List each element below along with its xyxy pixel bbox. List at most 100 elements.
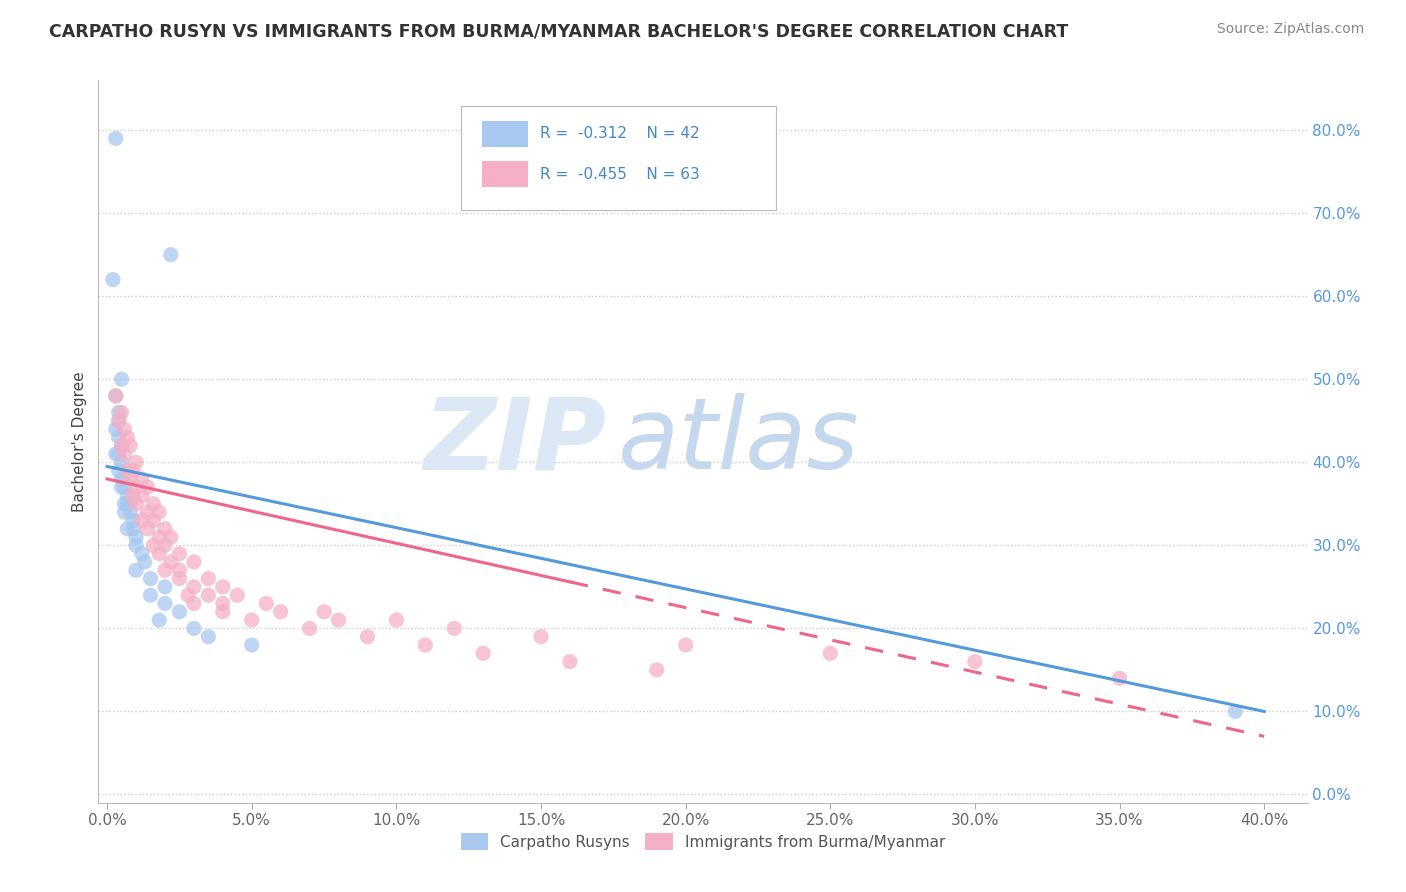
- Point: [148, 547, 170, 561]
- Point: [139, 572, 162, 586]
- Point: [142, 497, 165, 511]
- Point: [110, 405, 132, 419]
- Point: [104, 447, 127, 461]
- Point: [148, 505, 170, 519]
- Point: [114, 422, 136, 436]
- Point: [114, 480, 136, 494]
- Point: [139, 588, 162, 602]
- Point: [110, 372, 132, 386]
- Point: [104, 389, 127, 403]
- FancyBboxPatch shape: [461, 105, 776, 211]
- Point: [197, 588, 219, 602]
- Point: [153, 597, 176, 611]
- Point: [169, 572, 191, 586]
- Point: [558, 655, 581, 669]
- Point: [120, 439, 142, 453]
- Point: [270, 605, 292, 619]
- Point: [153, 563, 176, 577]
- Point: [183, 555, 205, 569]
- Point: [131, 547, 153, 561]
- Point: [226, 588, 249, 602]
- Point: [169, 563, 191, 577]
- Point: [169, 605, 191, 619]
- Point: [240, 638, 263, 652]
- Point: [169, 547, 191, 561]
- Point: [131, 472, 153, 486]
- Point: [117, 497, 139, 511]
- Point: [117, 430, 139, 444]
- Point: [114, 497, 136, 511]
- Point: [125, 563, 148, 577]
- Point: [530, 630, 553, 644]
- Point: [114, 472, 136, 486]
- Point: [131, 513, 153, 527]
- Text: ZIP: ZIP: [423, 393, 606, 490]
- Point: [675, 638, 697, 652]
- Point: [142, 538, 165, 552]
- Point: [110, 439, 132, 453]
- Point: [122, 464, 145, 478]
- Point: [820, 646, 842, 660]
- Point: [107, 405, 129, 419]
- Point: [125, 480, 148, 494]
- Point: [122, 513, 145, 527]
- Point: [120, 505, 142, 519]
- Point: [328, 613, 350, 627]
- Point: [107, 430, 129, 444]
- Point: [148, 530, 170, 544]
- Point: [963, 655, 986, 669]
- Point: [159, 555, 181, 569]
- Point: [131, 489, 153, 503]
- Point: [183, 580, 205, 594]
- Point: [153, 580, 176, 594]
- Point: [122, 522, 145, 536]
- Point: [159, 248, 181, 262]
- Point: [101, 272, 124, 286]
- Point: [107, 447, 129, 461]
- Point: [104, 131, 127, 145]
- Point: [153, 522, 176, 536]
- Text: R =  -0.455    N = 63: R = -0.455 N = 63: [540, 167, 700, 182]
- Point: [254, 597, 277, 611]
- Point: [114, 505, 136, 519]
- Point: [645, 663, 668, 677]
- Point: [114, 447, 136, 461]
- Point: [110, 455, 132, 469]
- Point: [183, 621, 205, 635]
- Point: [197, 572, 219, 586]
- Point: [117, 464, 139, 478]
- Point: [134, 555, 156, 569]
- Point: [104, 389, 127, 403]
- Point: [385, 613, 408, 627]
- Point: [117, 489, 139, 503]
- Text: CARPATHO RUSYN VS IMMIGRANTS FROM BURMA/MYANMAR BACHELOR'S DEGREE CORRELATION CH: CARPATHO RUSYN VS IMMIGRANTS FROM BURMA/…: [49, 22, 1069, 40]
- Point: [136, 480, 159, 494]
- Point: [211, 580, 233, 594]
- Point: [148, 613, 170, 627]
- Point: [240, 613, 263, 627]
- Point: [472, 646, 495, 660]
- Point: [107, 414, 129, 428]
- Point: [142, 513, 165, 527]
- Point: [117, 522, 139, 536]
- Bar: [482, 120, 527, 147]
- Point: [125, 530, 148, 544]
- Point: [211, 605, 233, 619]
- Point: [312, 605, 335, 619]
- Point: [110, 480, 132, 494]
- Point: [159, 530, 181, 544]
- Point: [104, 422, 127, 436]
- Point: [125, 455, 148, 469]
- Text: R =  -0.312    N = 42: R = -0.312 N = 42: [540, 127, 699, 141]
- Point: [153, 538, 176, 552]
- Point: [110, 472, 132, 486]
- Text: Source: ZipAtlas.com: Source: ZipAtlas.com: [1216, 22, 1364, 37]
- Point: [211, 597, 233, 611]
- Point: [107, 464, 129, 478]
- Y-axis label: Bachelor's Degree: Bachelor's Degree: [72, 371, 87, 512]
- Point: [443, 621, 465, 635]
- Point: [120, 472, 142, 486]
- Legend: Carpatho Rusyns, Immigrants from Burma/Myanmar: Carpatho Rusyns, Immigrants from Burma/M…: [454, 827, 952, 856]
- Point: [413, 638, 436, 652]
- Point: [125, 497, 148, 511]
